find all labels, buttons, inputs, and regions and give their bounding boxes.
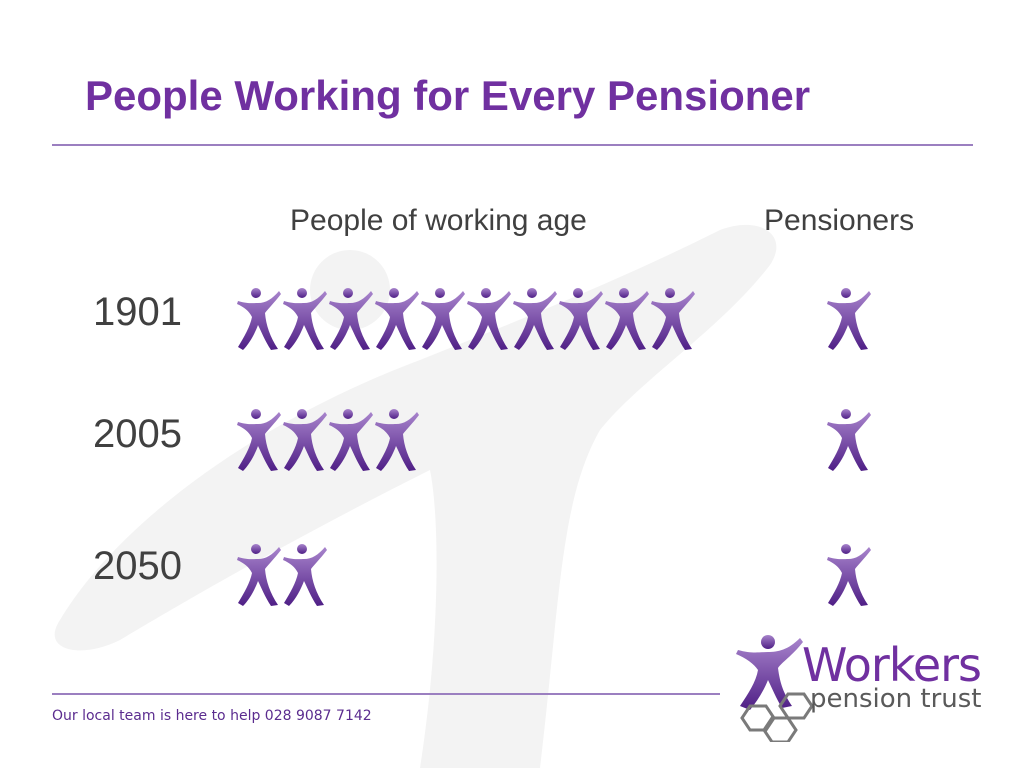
person-icon — [237, 544, 281, 606]
working-age-figures-1901 — [236, 287, 696, 351]
column-header-working-age: People of working age — [290, 204, 587, 237]
person-icon — [827, 409, 871, 471]
person-icon — [375, 288, 419, 350]
person-icon — [605, 288, 649, 350]
page-title: People Working for Every Pensioner — [85, 72, 811, 119]
workers-pension-trust-logo: Workers pension trust — [730, 632, 990, 742]
year-label-1901: 1901 — [93, 290, 182, 334]
person-icon — [329, 409, 373, 471]
person-icon — [375, 409, 419, 471]
title-divider — [52, 144, 973, 146]
footer-divider — [52, 693, 720, 695]
person-icon — [237, 288, 281, 350]
person-icon — [329, 288, 373, 350]
person-icon — [827, 288, 871, 350]
logo-wordmark: Workers — [802, 638, 982, 692]
person-icon — [651, 288, 695, 350]
pensioner-figures-1901 — [826, 287, 872, 351]
logo-subtitle: pension trust — [810, 684, 982, 714]
year-label-2005: 2005 — [93, 412, 182, 456]
person-icon — [467, 288, 511, 350]
person-icon — [283, 544, 327, 606]
person-icon — [283, 288, 327, 350]
person-icon — [421, 288, 465, 350]
year-label-2050: 2050 — [93, 544, 182, 588]
person-icon — [283, 409, 327, 471]
pensioner-figures-2005 — [826, 408, 872, 472]
person-icon — [559, 288, 603, 350]
column-header-pensioners: Pensioners — [764, 204, 915, 237]
person-icon — [827, 544, 871, 606]
pensioner-figures-2050 — [826, 543, 872, 607]
logo-graphic — [736, 635, 814, 742]
person-icon — [513, 288, 557, 350]
footer-help-text: Our local team is here to help 028 9087 … — [52, 708, 372, 724]
working-age-figures-2005 — [236, 408, 420, 472]
working-age-figures-2050 — [236, 543, 328, 607]
person-icon — [237, 409, 281, 471]
